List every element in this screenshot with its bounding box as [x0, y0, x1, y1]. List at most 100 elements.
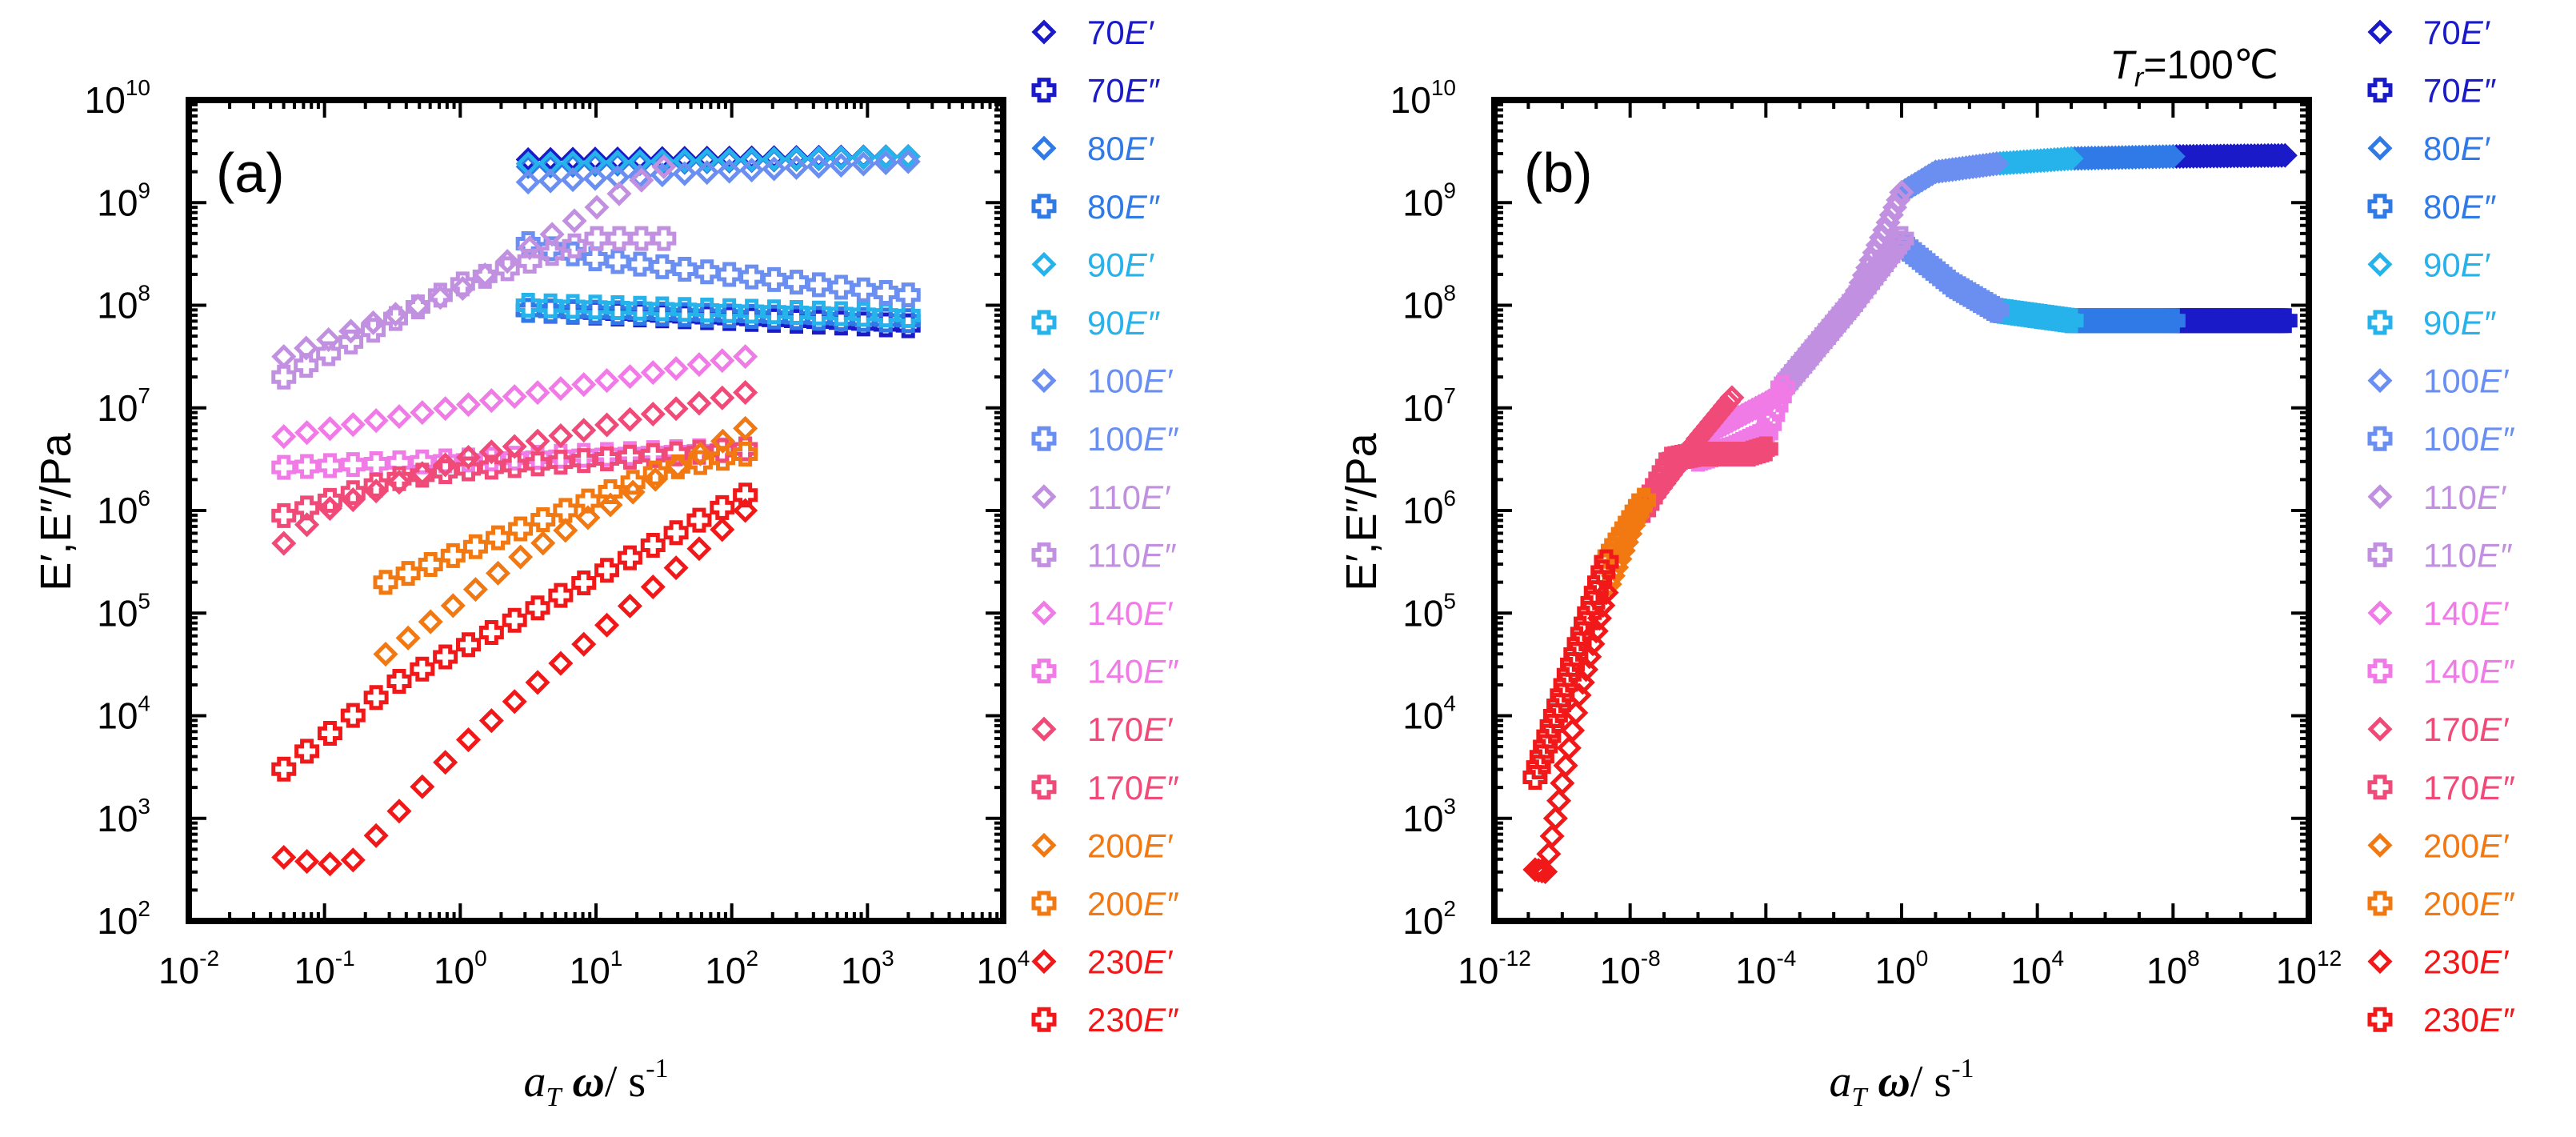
data-point	[1570, 621, 1595, 647]
data-point	[462, 534, 488, 559]
legend-entry: 100E′	[1031, 362, 1174, 400]
legend-marker-cross	[2367, 891, 2393, 916]
data-point	[1566, 631, 1592, 657]
legend-entry: 170E″	[2367, 769, 2515, 807]
data-point	[895, 149, 921, 174]
legend-entry: 80E′	[1031, 130, 1155, 167]
data-point	[663, 396, 689, 422]
legend-marker-diamond	[2367, 251, 2393, 277]
legend-marker-cross	[2367, 426, 2393, 451]
legend-label: 230E′	[2423, 943, 2510, 981]
data-point	[1583, 580, 1609, 606]
x-tick-label: 1012	[2276, 946, 2342, 991]
y-tick-label: 108	[97, 281, 150, 326]
data-point	[1556, 662, 1582, 687]
data-point	[562, 233, 587, 258]
data-point	[316, 326, 342, 353]
data-point	[873, 279, 898, 305]
data-point	[410, 462, 435, 488]
data-point	[1974, 152, 1999, 178]
series-110E″	[1770, 226, 1914, 400]
data-point	[672, 161, 698, 186]
data-point	[1553, 672, 1578, 698]
data-point	[548, 450, 574, 475]
data-point	[1594, 549, 1619, 575]
legend-label: 100E′	[1087, 362, 1174, 400]
legend-marker-diamond	[2367, 716, 2393, 742]
x-tick-label: 10-1	[294, 946, 355, 991]
data-point	[582, 166, 608, 191]
data-point	[717, 298, 742, 323]
data-point	[294, 420, 320, 446]
x-tick-label: 101	[570, 946, 623, 991]
data-point	[828, 274, 854, 300]
data-point	[530, 530, 556, 556]
legend-entry: 170E″	[1031, 769, 1179, 807]
legend-marker-diamond	[1031, 832, 1057, 858]
data-point	[560, 294, 586, 319]
data-point	[2266, 142, 2291, 168]
legend-a: 70E′ 70E″ 80E′ 80E″ 90E′ 90E″ 100E′ 100E″ 110E′ 1…	[1031, 14, 1179, 1039]
legend-label: 80E″	[2423, 188, 2497, 226]
data-point	[806, 146, 831, 171]
legend-marker-diamond	[1031, 716, 1057, 742]
y-tick-label: 106	[1402, 486, 1456, 531]
legend-entry: 90E′	[1031, 246, 1155, 283]
data-point	[515, 293, 541, 318]
legend-marker-cross	[2367, 310, 2393, 335]
legend-entry: 140E″	[1031, 653, 1179, 691]
data-point	[1627, 493, 1653, 518]
data-point	[710, 348, 735, 374]
data-point	[271, 756, 297, 782]
data-point	[665, 454, 690, 479]
plot-frame-b	[1491, 97, 2312, 924]
legend-label: 200E″	[1087, 885, 1179, 923]
data-point	[382, 306, 408, 331]
data-point	[508, 544, 534, 570]
x-tick-label: 102	[705, 946, 758, 991]
legend-marker-cross	[2367, 542, 2393, 567]
legend-entry: 80E″	[1031, 188, 1161, 226]
data-point	[271, 844, 297, 871]
data-point	[650, 296, 675, 322]
data-point	[739, 264, 765, 290]
legend-label: 110E′	[2423, 478, 2507, 516]
data-point	[605, 295, 630, 321]
data-point	[455, 392, 482, 418]
data-point	[1539, 713, 1565, 739]
legend-label: 70E′	[1087, 14, 1155, 51]
series-140E′	[271, 344, 758, 450]
legend-entry: 140E′	[1031, 595, 1174, 632]
axis-ticks-b: 10-12 10-8 10-4 100 104 108 1012 102 103 104 105 10…	[1390, 75, 2342, 991]
data-point	[317, 487, 342, 513]
data-point	[1529, 744, 1554, 770]
data-point	[433, 459, 458, 485]
data-point	[784, 300, 810, 326]
data-point	[605, 149, 630, 174]
data-point	[1977, 152, 2002, 178]
data-point	[650, 148, 675, 174]
data-point	[363, 685, 389, 711]
legend-marker-cross	[2367, 194, 2393, 219]
data-point	[2272, 142, 2298, 168]
data-point	[294, 454, 320, 479]
x-axis-label-b: aT ω/ s-1	[1829, 1054, 1974, 1112]
legend-marker-cross	[2367, 659, 2393, 684]
legend-marker-diamond	[1031, 600, 1057, 626]
legend-marker-diamond	[1031, 484, 1057, 510]
data-point	[1574, 611, 1599, 636]
x-tick-label: 10-8	[1600, 946, 1661, 991]
data-point	[640, 574, 666, 600]
data-point	[548, 583, 574, 608]
legend-label: 140E′	[2423, 595, 2510, 632]
data-point	[672, 257, 698, 282]
x-tick-label: 10-2	[158, 946, 219, 991]
y-tick-label: 107	[1402, 383, 1456, 429]
legend-marker-diamond	[2367, 949, 2393, 975]
legend-entry: 80E′	[2367, 130, 2491, 167]
legend-marker-cross	[1031, 659, 1057, 684]
panel-b: 10-12 10-8 10-4 100 104 108 1012 102 103 104 105 10…	[1338, 14, 2515, 1112]
series-90E″	[515, 293, 921, 328]
legend-marker-diamond	[1031, 19, 1057, 45]
data-point	[895, 282, 921, 308]
